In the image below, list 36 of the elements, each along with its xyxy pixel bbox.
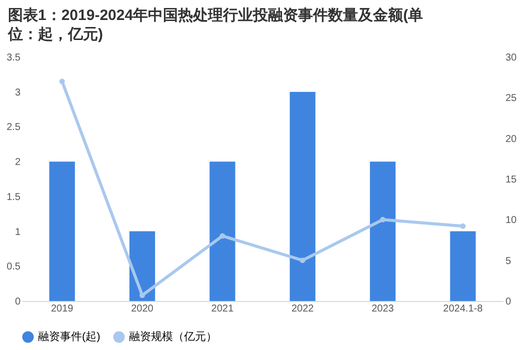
y2-tick-label: 15 xyxy=(506,174,518,186)
x-tick-label: 2020 xyxy=(131,304,154,314)
y-tick-label: 1 xyxy=(14,226,21,238)
y-tick-label: 0 xyxy=(14,296,21,308)
bar xyxy=(210,162,236,301)
y2-tick-label: 10 xyxy=(506,215,518,226)
y2-tick-label: 0 xyxy=(506,296,512,308)
y2-tick-label: 25 xyxy=(506,93,518,104)
point xyxy=(460,223,466,229)
x-tick-label: 2022 xyxy=(291,304,314,314)
x-tick-label: 2023 xyxy=(372,304,394,314)
x-tick-label: 2024.1-8 xyxy=(443,304,484,314)
point xyxy=(380,216,386,222)
y-tick-label: 2 xyxy=(14,157,21,168)
y-tick-label: 3.5 xyxy=(6,52,21,64)
bar xyxy=(290,92,316,301)
y-tick-label: 0.5 xyxy=(6,262,21,273)
legend-label: 融资规模（亿元） xyxy=(129,331,217,343)
bar xyxy=(129,231,156,301)
x-tick-label: 2021 xyxy=(211,304,234,314)
point xyxy=(59,78,65,84)
point xyxy=(220,233,226,239)
bar xyxy=(450,231,476,301)
y-tick-label: 3 xyxy=(14,87,21,98)
y2-tick-label: 30 xyxy=(506,52,518,64)
y2-tick-label: 5 xyxy=(506,256,512,267)
point xyxy=(140,292,145,298)
legend-label: 融资事件(起) xyxy=(38,330,100,343)
y-tick-label: 2.5 xyxy=(6,122,21,134)
x-tick-label: 2019 xyxy=(50,304,74,314)
bar xyxy=(49,162,75,301)
chart-title: 图表1：2019-2024年中国热处理行业投融资事件数量及金额(单位：起，亿元) xyxy=(6,6,424,44)
point xyxy=(300,258,306,264)
bar xyxy=(370,162,396,301)
y-tick-label: 1.5 xyxy=(6,192,21,203)
y2-tick-label: 20 xyxy=(506,134,518,145)
